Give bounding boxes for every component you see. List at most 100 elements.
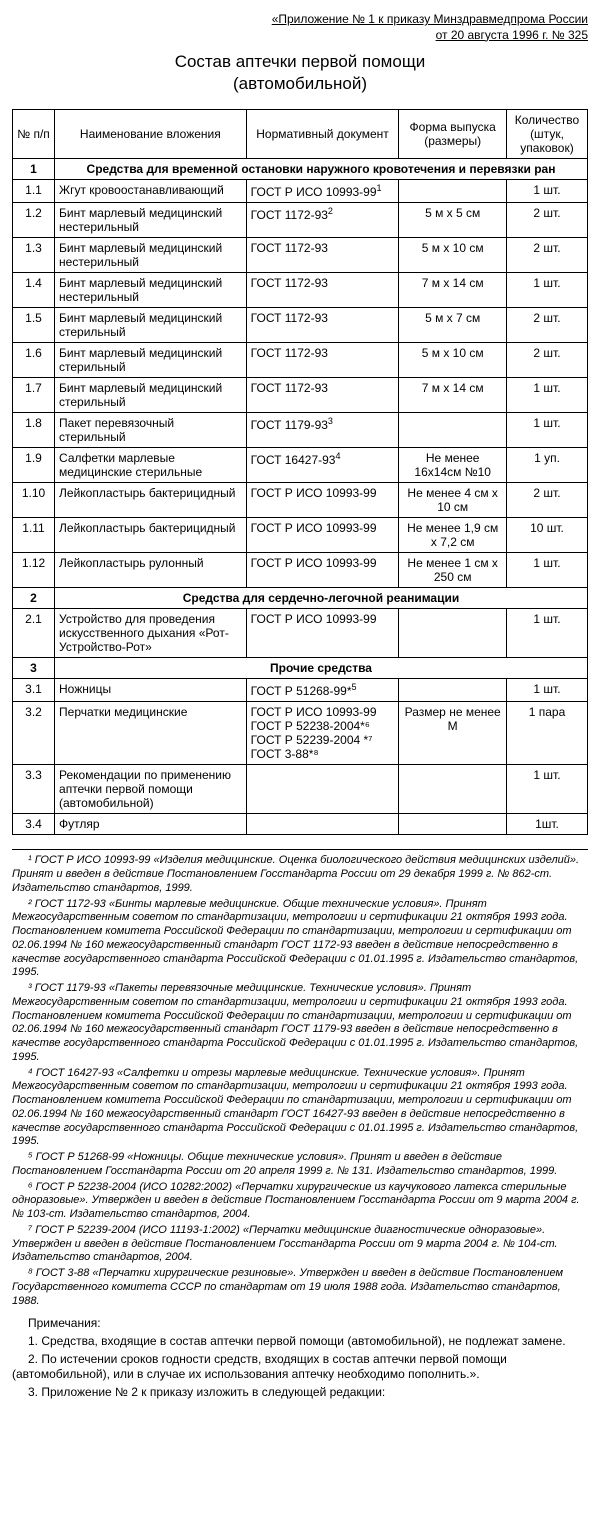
cell-name: Устройство для проведения искусственного… xyxy=(55,609,247,658)
cell-name: Бинт марлевый медицинский нестерильный xyxy=(55,203,247,238)
cell-doc: ГОСТ Р ИСО 10993-99 xyxy=(246,553,399,588)
footnote: ⁷ ГОСТ Р 52239-2004 (ИСО 11193-1:2002) «… xyxy=(12,1224,588,1265)
cell-qty: 1 шт. xyxy=(506,609,587,658)
table-row: 1.10Лейкопластырь бактерицидныйГОСТ Р ИС… xyxy=(13,483,588,518)
cell-form xyxy=(399,609,507,658)
cell-name: Рекомендации по применению аптечки перво… xyxy=(55,765,247,814)
cell-qty: 1 шт. xyxy=(506,273,587,308)
cell-qty: 2 шт. xyxy=(506,343,587,378)
cell-form: Не менее 1,9 см х 7,2 см xyxy=(399,518,507,553)
cell-num: 1.1 xyxy=(13,180,55,203)
section-num: 2 xyxy=(13,588,55,609)
cell-qty: 1 шт. xyxy=(506,378,587,413)
cell-doc: ГОСТ 1172-93 xyxy=(246,273,399,308)
cell-doc: ГОСТ Р 51268-99*5 xyxy=(246,679,399,702)
cell-doc: ГОСТ Р ИСО 10993-99 xyxy=(246,609,399,658)
cell-name: Пакет перевязочный стерильный xyxy=(55,413,247,448)
cell-name: Бинт марлевый медицинский стерильный xyxy=(55,378,247,413)
section-num: 3 xyxy=(13,658,55,679)
cell-form: 5 м х 10 см xyxy=(399,238,507,273)
title-line1: Состав аптечки первой помощи xyxy=(175,52,426,71)
cell-qty: 1 шт. xyxy=(506,413,587,448)
section-row: 3Прочие средства xyxy=(13,658,588,679)
cell-qty: 1 шт. xyxy=(506,679,587,702)
cell-name: Лейкопластырь рулонный xyxy=(55,553,247,588)
cell-name: Бинт марлевый медицинский стерильный xyxy=(55,308,247,343)
note-item: 3. Приложение № 2 к приказу изложить в с… xyxy=(12,1385,588,1401)
cell-name: Бинт марлевый медицинский нестерильный xyxy=(55,273,247,308)
cell-name: Бинт марлевый медицинский стерильный xyxy=(55,343,247,378)
cell-qty: 1 уп. xyxy=(506,448,587,483)
section-row: 2Средства для сердечно-легочной реанимац… xyxy=(13,588,588,609)
table-header-row: № п/п Наименование вложения Нормативный … xyxy=(13,110,588,159)
cell-form: 5 м х 7 см xyxy=(399,308,507,343)
cell-form: Не менее 4 см х 10 см xyxy=(399,483,507,518)
cell-doc: ГОСТ 1172-93 xyxy=(246,378,399,413)
cell-qty: 1шт. xyxy=(506,814,587,835)
table-row: 2.1Устройство для проведения искусственн… xyxy=(13,609,588,658)
cell-qty: 1 шт. xyxy=(506,765,587,814)
cell-doc xyxy=(246,814,399,835)
cell-doc: ГОСТ 1172-93 xyxy=(246,343,399,378)
cell-qty: 10 шт. xyxy=(506,518,587,553)
cell-num: 3.3 xyxy=(13,765,55,814)
col-num: № п/п xyxy=(13,110,55,159)
cell-num: 1.3 xyxy=(13,238,55,273)
cell-qty: 2 шт. xyxy=(506,238,587,273)
header-line1: «Приложение № 1 к приказу Минздравмедпро… xyxy=(272,12,588,26)
table-row: 1.2Бинт марлевый медицинский нестерильны… xyxy=(13,203,588,238)
cell-form: Не менее 1 см х 250 см xyxy=(399,553,507,588)
cell-name: Перчатки медицинские xyxy=(55,702,247,765)
cell-form: Размер не менее M xyxy=(399,702,507,765)
cell-name: Салфетки марлевые медицинские стерильные xyxy=(55,448,247,483)
contents-table: № п/п Наименование вложения Нормативный … xyxy=(12,109,588,835)
cell-form: Не менее 16х14см №10 xyxy=(399,448,507,483)
header-reference: «Приложение № 1 к приказу Минздравмедпро… xyxy=(12,12,588,43)
cell-doc xyxy=(246,765,399,814)
table-row: 1.6Бинт марлевый медицинский стерильныйГ… xyxy=(13,343,588,378)
cell-doc: ГОСТ 1172-932 xyxy=(246,203,399,238)
notes-block: Примечания: 1. Средства, входящие в сост… xyxy=(12,1316,588,1400)
notes-header: Примечания: xyxy=(12,1316,588,1332)
table-row: 1.12Лейкопластырь рулонныйГОСТ Р ИСО 109… xyxy=(13,553,588,588)
cell-name: Ножницы xyxy=(55,679,247,702)
cell-doc: ГОСТ Р ИСО 10993-99ГОСТ Р 52238-2004*⁶ГО… xyxy=(246,702,399,765)
table-row: 3.4Футляр1шт. xyxy=(13,814,588,835)
cell-num: 3.1 xyxy=(13,679,55,702)
cell-num: 1.5 xyxy=(13,308,55,343)
table-row: 1.8Пакет перевязочный стерильныйГОСТ 117… xyxy=(13,413,588,448)
cell-qty: 1 пара xyxy=(506,702,587,765)
cell-qty: 2 шт. xyxy=(506,483,587,518)
cell-name: Лейкопластырь бактерицидный xyxy=(55,518,247,553)
document-title: Состав аптечки первой помощи (автомобиль… xyxy=(12,51,588,95)
footnote: ¹ ГОСТ Р ИСО 10993-99 «Изделия медицинск… xyxy=(12,854,588,895)
table-row: 3.1НожницыГОСТ Р 51268-99*5 1 шт. xyxy=(13,679,588,702)
col-qty: Количество (штук, упаковок) xyxy=(506,110,587,159)
section-title: Средства для сердечно-легочной реанимаци… xyxy=(55,588,588,609)
table-row: 1.5Бинт марлевый медицинский стерильныйГ… xyxy=(13,308,588,343)
table-row: 1.1Жгут кровоостанавливающийГОСТ Р ИСО 1… xyxy=(13,180,588,203)
cell-form: 7 м х 14 см xyxy=(399,273,507,308)
cell-num: 1.11 xyxy=(13,518,55,553)
cell-form xyxy=(399,765,507,814)
footnote: ⁵ ГОСТ Р 51268-99 «Ножницы. Общие технич… xyxy=(12,1151,588,1179)
footnote: ⁶ ГОСТ Р 52238-2004 (ИСО 10282:2002) «Пе… xyxy=(12,1181,588,1222)
cell-doc: ГОСТ Р ИСО 10993-99 xyxy=(246,518,399,553)
table-row: 1.4Бинт марлевый медицинский нестерильны… xyxy=(13,273,588,308)
section-title: Средства для временной остановки наружно… xyxy=(55,159,588,180)
cell-form xyxy=(399,180,507,203)
title-line2: (автомобильной) xyxy=(233,74,367,93)
cell-num: 1.2 xyxy=(13,203,55,238)
cell-doc: ГОСТ 1172-93 xyxy=(246,238,399,273)
cell-form xyxy=(399,679,507,702)
footnote: ⁴ ГОСТ 16427-93 «Салфетки и отрезы марле… xyxy=(12,1067,588,1150)
cell-name: Бинт марлевый медицинский нестерильный xyxy=(55,238,247,273)
cell-num: 1.7 xyxy=(13,378,55,413)
table-row: 3.3Рекомендации по применению аптечки пе… xyxy=(13,765,588,814)
table-row: 1.3Бинт марлевый медицинский нестерильны… xyxy=(13,238,588,273)
table-row: 3.2Перчатки медицинскиеГОСТ Р ИСО 10993-… xyxy=(13,702,588,765)
note-item: 2. По истечении сроков годности средств,… xyxy=(12,1352,588,1383)
cell-doc: ГОСТ Р ИСО 10993-99 xyxy=(246,483,399,518)
section-row: 1Средства для временной остановки наружн… xyxy=(13,159,588,180)
cell-num: 1.12 xyxy=(13,553,55,588)
